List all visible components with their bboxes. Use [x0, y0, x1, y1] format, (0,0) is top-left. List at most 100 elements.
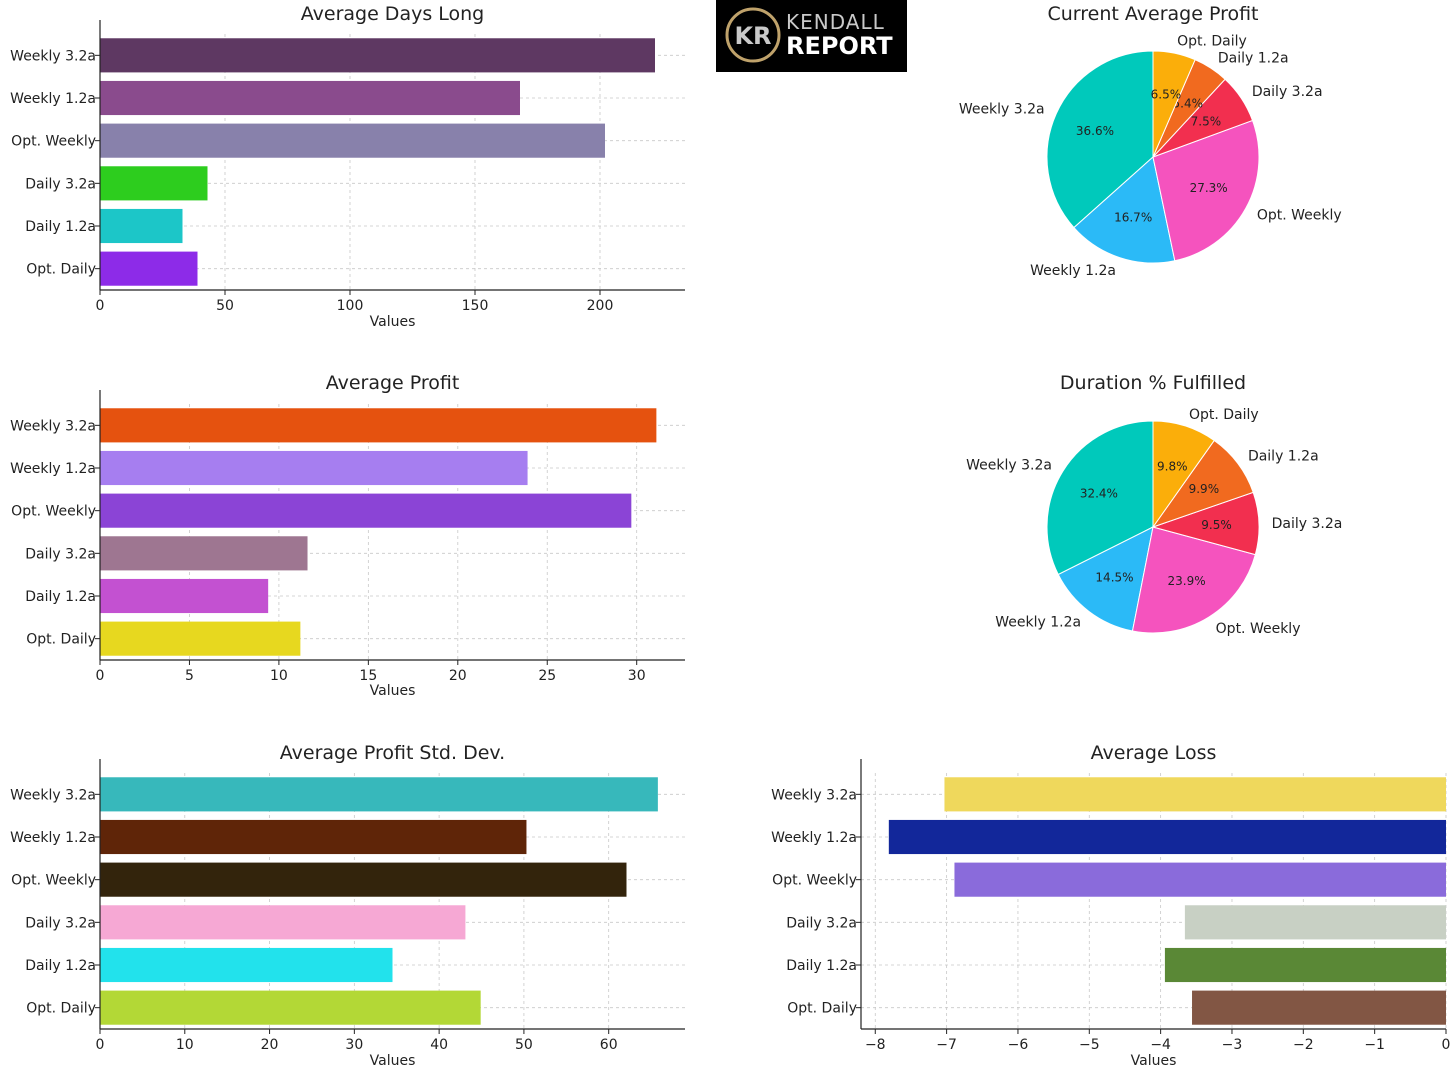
y-tick-label: Opt. Weekly — [11, 873, 96, 889]
bar-daily-3-2a — [100, 536, 308, 571]
slice-weekly-1-2a — [1057, 526, 1154, 632]
y-tick-label: Daily 1.2a — [25, 219, 96, 235]
slice-label: Opt. Daily — [1177, 34, 1247, 50]
bar-opt-daily — [100, 621, 301, 656]
x-axis-label: Values — [370, 1053, 416, 1069]
bar-daily-1-2a — [1164, 947, 1446, 983]
bar-weekly-3-2a — [100, 408, 657, 443]
slice-percent-label: 16.7% — [1114, 210, 1152, 224]
slice-opt-daily — [1152, 420, 1215, 529]
chart-duration_fulfilled: Duration % Fulfilled 32.4% Weekly 3.2a 14.5… — [966, 372, 1342, 637]
x-tick-label: −3 — [1222, 1037, 1243, 1053]
bar-weekly-3-2a — [944, 777, 1446, 812]
y-tick-label: Weekly 1.2a — [10, 91, 96, 107]
x-tick-label: 20 — [261, 1037, 279, 1053]
x-tick-label: −2 — [1293, 1037, 1314, 1053]
slice-weekly-3-2a — [1046, 50, 1154, 229]
bar-opt-weekly — [100, 493, 632, 528]
chart-profit_std: Average Profit Std. Dev. 0 10 20 30 40 50 60 Wee… — [10, 742, 685, 1069]
slice-percent-label: 9.5% — [1201, 518, 1232, 532]
bar-opt-daily — [100, 990, 481, 1025]
chart-current_avg_profit: Current Average Profit 36.6% Weekly 3.2a 16… — [959, 3, 1342, 279]
chart-avg_loss: Average Loss −8 −7 −6 −5 −4 −3 −2 −1 0 Weekly 3.2a… — [771, 742, 1450, 1069]
x-tick-label: −5 — [1079, 1037, 1100, 1053]
x-tick-label: 200 — [587, 298, 614, 314]
y-tick-label: Daily 3.2a — [25, 176, 96, 192]
slice-weekly-3-2a — [1046, 420, 1154, 576]
bar-weekly-3-2a — [100, 777, 658, 812]
y-tick-label: Weekly 3.2a — [10, 418, 96, 434]
x-axis-label: Values — [370, 314, 416, 330]
x-tick-label: 0 — [96, 298, 105, 314]
bar-opt-weekly — [100, 123, 605, 158]
slice-percent-label: 32.4% — [1080, 487, 1118, 501]
y-tick-label: Opt. Daily — [26, 1001, 96, 1017]
slice-percent-label: 36.6% — [1076, 124, 1114, 138]
slice-weekly-1-2a — [1073, 156, 1176, 264]
x-tick-label: −7 — [936, 1037, 957, 1053]
y-tick-label: Opt. Weekly — [772, 873, 857, 889]
y-tick-label: Daily 3.2a — [786, 915, 857, 931]
y-tick-label: Opt. Daily — [26, 632, 96, 648]
x-tick-label: −4 — [1150, 1037, 1171, 1053]
slice-label: Opt. Weekly — [1257, 208, 1342, 224]
chart-title: Average Profit Std. Dev. — [280, 742, 505, 764]
bar-weekly-1-2a — [888, 819, 1446, 855]
chart-days_long: Average Days Long 0 50 100 150 200 Weekly 3.2a… — [10, 3, 685, 330]
slice-label: Weekly 1.2a — [1030, 263, 1116, 279]
slice-label: Weekly 3.2a — [966, 458, 1052, 474]
slice-percent-label: 9.9% — [1189, 482, 1220, 496]
bar-daily-1-2a — [100, 208, 183, 244]
y-tick-label: Weekly 3.2a — [10, 787, 96, 803]
x-axis-label: Values — [1131, 1053, 1177, 1069]
x-tick-label: 150 — [462, 298, 489, 314]
y-tick-label: Opt. Weekly — [11, 134, 96, 150]
x-tick-label: 50 — [515, 1037, 533, 1053]
logo-line-1: KENDALL — [786, 10, 885, 34]
x-tick-label: 25 — [538, 668, 556, 684]
bar-opt-daily — [1192, 990, 1446, 1025]
slice-opt-weekly — [1152, 119, 1260, 262]
slice-percent-label: 6.5% — [1151, 88, 1182, 102]
x-tick-label: 20 — [449, 668, 467, 684]
x-tick-label: 0 — [96, 1037, 105, 1053]
slice-percent-label: 9.8% — [1157, 459, 1188, 473]
slice-opt-daily — [1152, 50, 1196, 158]
bar-opt-weekly — [954, 862, 1446, 897]
x-tick-label: 100 — [337, 298, 364, 314]
x-tick-label: 0 — [1442, 1037, 1451, 1053]
y-tick-label: Opt. Daily — [787, 1001, 857, 1017]
bar-daily-1-2a — [100, 578, 269, 614]
y-tick-label: Daily 1.2a — [786, 958, 857, 974]
y-tick-label: Opt. Weekly — [11, 504, 96, 520]
bar-weekly-1-2a — [100, 450, 528, 486]
x-tick-label: −1 — [1364, 1037, 1385, 1053]
slice-label: Weekly 3.2a — [959, 101, 1045, 117]
slice-label: Weekly 1.2a — [995, 614, 1081, 630]
y-tick-label: Weekly 1.2a — [771, 830, 857, 846]
x-tick-label: 10 — [176, 1037, 194, 1053]
slice-label: Opt. Weekly — [1216, 621, 1301, 637]
x-tick-label: 5 — [185, 668, 194, 684]
x-tick-label: 40 — [430, 1037, 448, 1053]
chart-avg_profit: Average Profit 0 5 10 15 20 25 30 Weekly 3.2a Wee… — [10, 372, 685, 699]
x-axis-label: Values — [370, 683, 416, 699]
bar-daily-3-2a — [1184, 905, 1446, 940]
bar-daily-1-2a — [100, 947, 393, 983]
y-tick-label: Opt. Daily — [26, 262, 96, 278]
x-tick-label: 60 — [600, 1037, 618, 1053]
kendall-report-logo: KR KENDALL REPORT — [716, 0, 907, 72]
bar-daily-3-2a — [100, 166, 208, 201]
chart-title: Current Average Profit — [1047, 3, 1258, 25]
logo-line-2: REPORT — [786, 32, 893, 60]
x-tick-label: 30 — [628, 668, 646, 684]
slice-percent-label: 27.3% — [1190, 181, 1228, 195]
slice-percent-label: 5.4% — [1173, 97, 1204, 111]
x-tick-label: 10 — [270, 668, 288, 684]
chart-title: Average Profit — [326, 372, 460, 394]
slice-percent-label: 14.5% — [1095, 571, 1133, 585]
slice-label: Daily 3.2a — [1252, 84, 1323, 100]
kr-monogram-icon: KR — [725, 7, 781, 63]
slice-label: Daily 1.2a — [1248, 449, 1319, 465]
